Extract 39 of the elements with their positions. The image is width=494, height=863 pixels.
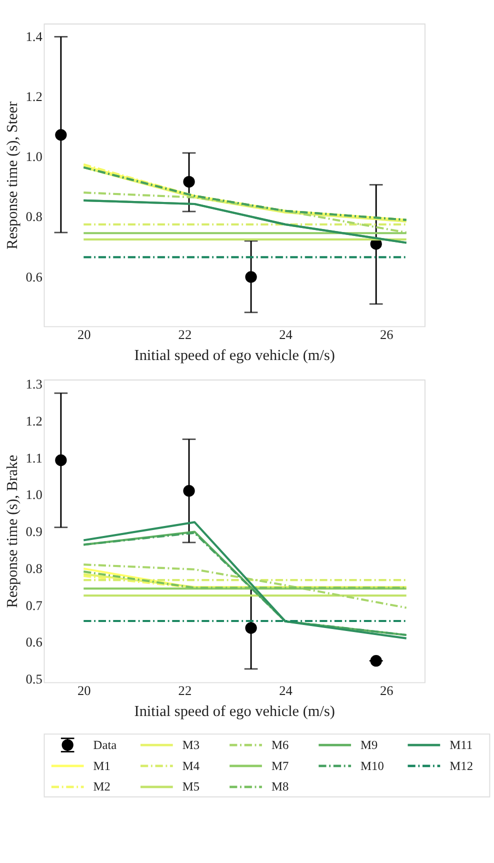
y-tick-label: 0.6 bbox=[26, 269, 43, 284]
y-tick-label: 1.3 bbox=[26, 376, 43, 392]
legend-label: M9 bbox=[360, 738, 378, 752]
x-tick-label: 20 bbox=[77, 327, 92, 342]
legend-label: M5 bbox=[182, 780, 200, 794]
y-tick-label: 0.7 bbox=[26, 598, 43, 613]
x-axis-title: Initial speed of ego vehicle (m/s) bbox=[134, 347, 335, 364]
legend-label: M6 bbox=[271, 738, 289, 752]
y-tick-label: 0.6 bbox=[26, 634, 43, 650]
legend-label: M2 bbox=[93, 780, 110, 794]
legend-label: Data bbox=[93, 738, 118, 752]
x-axis-title: Initial speed of ego vehicle (m/s) bbox=[134, 702, 335, 720]
legend-label: M3 bbox=[182, 738, 200, 752]
y-tick-label: 0.5 bbox=[26, 672, 43, 687]
y-tick-label: 1.0 bbox=[26, 149, 43, 164]
legend-label: M12 bbox=[450, 758, 474, 773]
legend-label: M8 bbox=[271, 780, 289, 794]
x-tick-label: 26 bbox=[380, 327, 394, 342]
x-tick-label: 26 bbox=[380, 683, 394, 698]
y-tick-label: 0.8 bbox=[26, 209, 43, 224]
y-tick-label: 1.2 bbox=[26, 413, 42, 428]
legend-label: M10 bbox=[360, 758, 384, 773]
x-tick-label: 22 bbox=[178, 683, 192, 698]
y-tick-label: 1.0 bbox=[26, 487, 43, 502]
x-tick-label: 24 bbox=[279, 683, 293, 698]
y-tick-label: 1.4 bbox=[26, 29, 43, 44]
y-tick-label: 0.9 bbox=[26, 524, 43, 540]
y-tick-label: 1.1 bbox=[26, 450, 42, 466]
y-axis-title: Response time (s), Steer bbox=[4, 101, 22, 250]
x-tick-label: 24 bbox=[279, 327, 293, 342]
y-tick-label: 0.8 bbox=[26, 560, 43, 576]
legend-label: M1 bbox=[93, 758, 110, 773]
x-tick-label: 22 bbox=[178, 327, 192, 342]
x-tick-label: 20 bbox=[77, 683, 92, 698]
legend-label: M7 bbox=[271, 758, 289, 773]
y-axis-title: Response time (s), Brake bbox=[4, 454, 22, 608]
legend-label: M11 bbox=[450, 738, 473, 752]
legend-label: M4 bbox=[182, 758, 200, 773]
y-tick-label: 1.2 bbox=[26, 89, 42, 104]
